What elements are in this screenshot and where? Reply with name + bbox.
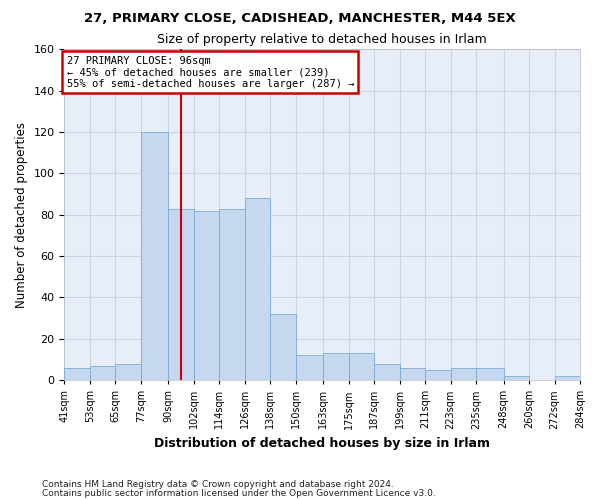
X-axis label: Distribution of detached houses by size in Irlam: Distribution of detached houses by size … bbox=[154, 437, 490, 450]
Bar bbox=[323, 354, 349, 380]
Y-axis label: Number of detached properties: Number of detached properties bbox=[15, 122, 28, 308]
Bar bbox=[476, 368, 503, 380]
Bar bbox=[451, 368, 476, 380]
Bar bbox=[296, 356, 323, 380]
Bar bbox=[400, 368, 425, 380]
Bar bbox=[554, 376, 580, 380]
Text: Contains public sector information licensed under the Open Government Licence v3: Contains public sector information licen… bbox=[42, 488, 436, 498]
Bar bbox=[219, 208, 245, 380]
Bar bbox=[90, 366, 115, 380]
Bar bbox=[425, 370, 451, 380]
Bar bbox=[115, 364, 141, 380]
Text: 27, PRIMARY CLOSE, CADISHEAD, MANCHESTER, M44 5EX: 27, PRIMARY CLOSE, CADISHEAD, MANCHESTER… bbox=[84, 12, 516, 26]
Title: Size of property relative to detached houses in Irlam: Size of property relative to detached ho… bbox=[157, 32, 487, 46]
Text: Contains HM Land Registry data © Crown copyright and database right 2024.: Contains HM Land Registry data © Crown c… bbox=[42, 480, 394, 489]
Bar bbox=[64, 368, 90, 380]
Bar bbox=[349, 354, 374, 380]
Bar bbox=[169, 208, 194, 380]
Bar bbox=[141, 132, 169, 380]
Bar bbox=[374, 364, 400, 380]
Bar bbox=[270, 314, 296, 380]
Bar bbox=[245, 198, 270, 380]
Bar bbox=[194, 210, 219, 380]
Text: 27 PRIMARY CLOSE: 96sqm
← 45% of detached houses are smaller (239)
55% of semi-d: 27 PRIMARY CLOSE: 96sqm ← 45% of detache… bbox=[67, 56, 354, 89]
Bar bbox=[503, 376, 529, 380]
